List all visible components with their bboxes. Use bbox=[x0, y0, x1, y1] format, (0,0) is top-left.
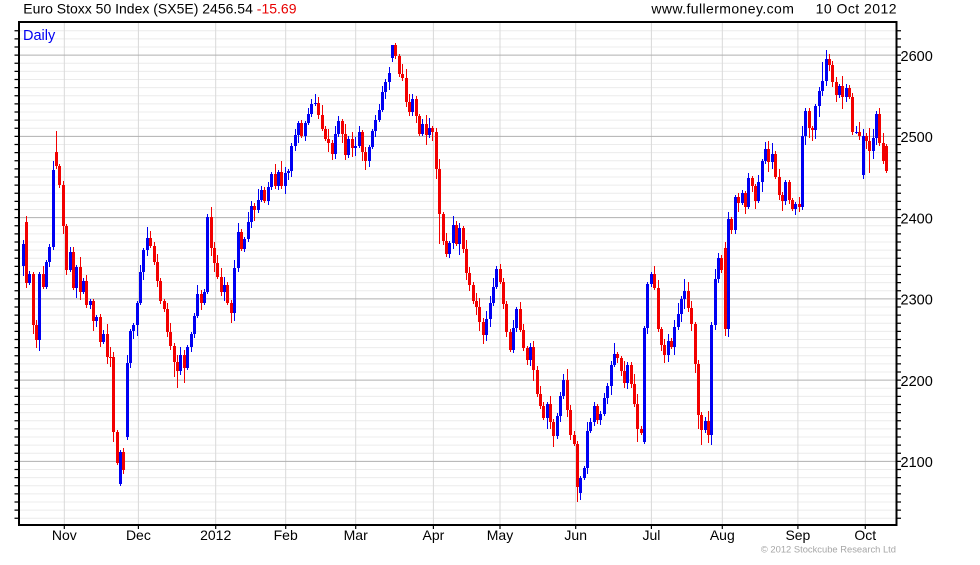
svg-text:Daily: Daily bbox=[23, 28, 56, 44]
svg-text:Oct: Oct bbox=[854, 527, 876, 543]
svg-text:2400: 2400 bbox=[901, 211, 933, 227]
svg-text:Nov: Nov bbox=[52, 527, 77, 543]
svg-text:Feb: Feb bbox=[274, 527, 298, 543]
svg-text:10 Oct 2012: 10 Oct 2012 bbox=[816, 1, 897, 17]
svg-text:Mar: Mar bbox=[344, 527, 368, 543]
svg-text:2500: 2500 bbox=[901, 130, 933, 146]
svg-text:May: May bbox=[487, 527, 513, 543]
svg-text:2100: 2100 bbox=[901, 455, 933, 471]
svg-text:Aug: Aug bbox=[710, 527, 735, 543]
svg-text:© 2012 Stockcube Research Ltd: © 2012 Stockcube Research Ltd bbox=[761, 544, 896, 555]
svg-text:Jul: Jul bbox=[642, 527, 660, 543]
svg-text:Apr: Apr bbox=[423, 527, 445, 543]
svg-text:Euro Stoxx 50 Index (SX5E) 245: Euro Stoxx 50 Index (SX5E) 2456.54 -15.6… bbox=[23, 1, 296, 17]
svg-text:2600: 2600 bbox=[901, 49, 933, 65]
svg-text:Sep: Sep bbox=[785, 527, 810, 543]
svg-text:www.fullermoney.com: www.fullermoney.com bbox=[650, 1, 794, 17]
svg-text:Dec: Dec bbox=[126, 527, 151, 543]
svg-text:2200: 2200 bbox=[901, 374, 933, 390]
svg-text:2300: 2300 bbox=[901, 293, 933, 309]
svg-text:2012: 2012 bbox=[200, 527, 231, 543]
svg-text:Jun: Jun bbox=[564, 527, 587, 543]
